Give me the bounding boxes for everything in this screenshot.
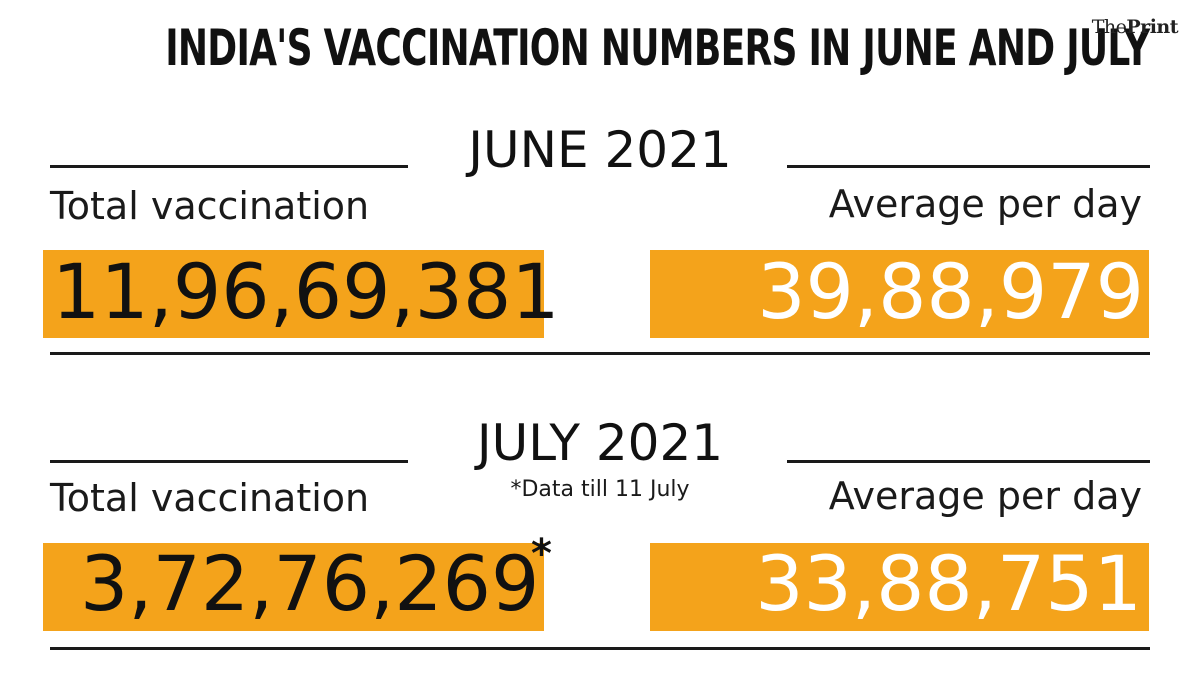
brand-logo: ThePrint xyxy=(1091,16,1179,38)
july-average-label: Average per day xyxy=(828,474,1142,518)
june-bottom-rule xyxy=(50,352,1150,355)
june-average-box xyxy=(650,250,1149,338)
june-average-value: 39,88,979 xyxy=(757,247,1144,336)
june-total-label: Total vaccination xyxy=(50,184,370,228)
june-heading: JUNE 2021 xyxy=(468,121,732,179)
july-total-label: Total vaccination xyxy=(50,476,370,520)
july-average-value: 33,88,751 xyxy=(755,539,1142,628)
july-bottom-rule xyxy=(50,647,1150,650)
june-heading-rule-right xyxy=(787,165,1150,168)
june-total-box xyxy=(43,250,544,338)
july-heading-rule-right xyxy=(787,460,1150,463)
july-total-asterisk: * xyxy=(531,531,552,577)
june-average-label: Average per day xyxy=(828,182,1142,226)
brand-name: Print xyxy=(1126,16,1178,38)
brand-prefix: The xyxy=(1091,16,1127,38)
june-total-value: 11,96,69,381 xyxy=(52,247,560,336)
july-total-box xyxy=(43,543,544,631)
july-data-note: *Data till 11 July xyxy=(510,477,690,502)
july-heading: JULY 2021 xyxy=(476,414,724,472)
july-total-value: 3,72,76,269 xyxy=(80,539,540,628)
july-average-box xyxy=(650,543,1149,631)
infographic-title: INDIA'S VACCINATION NUMBERS IN JUNE AND … xyxy=(165,19,1150,77)
july-heading-rule-left xyxy=(50,460,408,463)
june-heading-rule-left xyxy=(50,165,408,168)
